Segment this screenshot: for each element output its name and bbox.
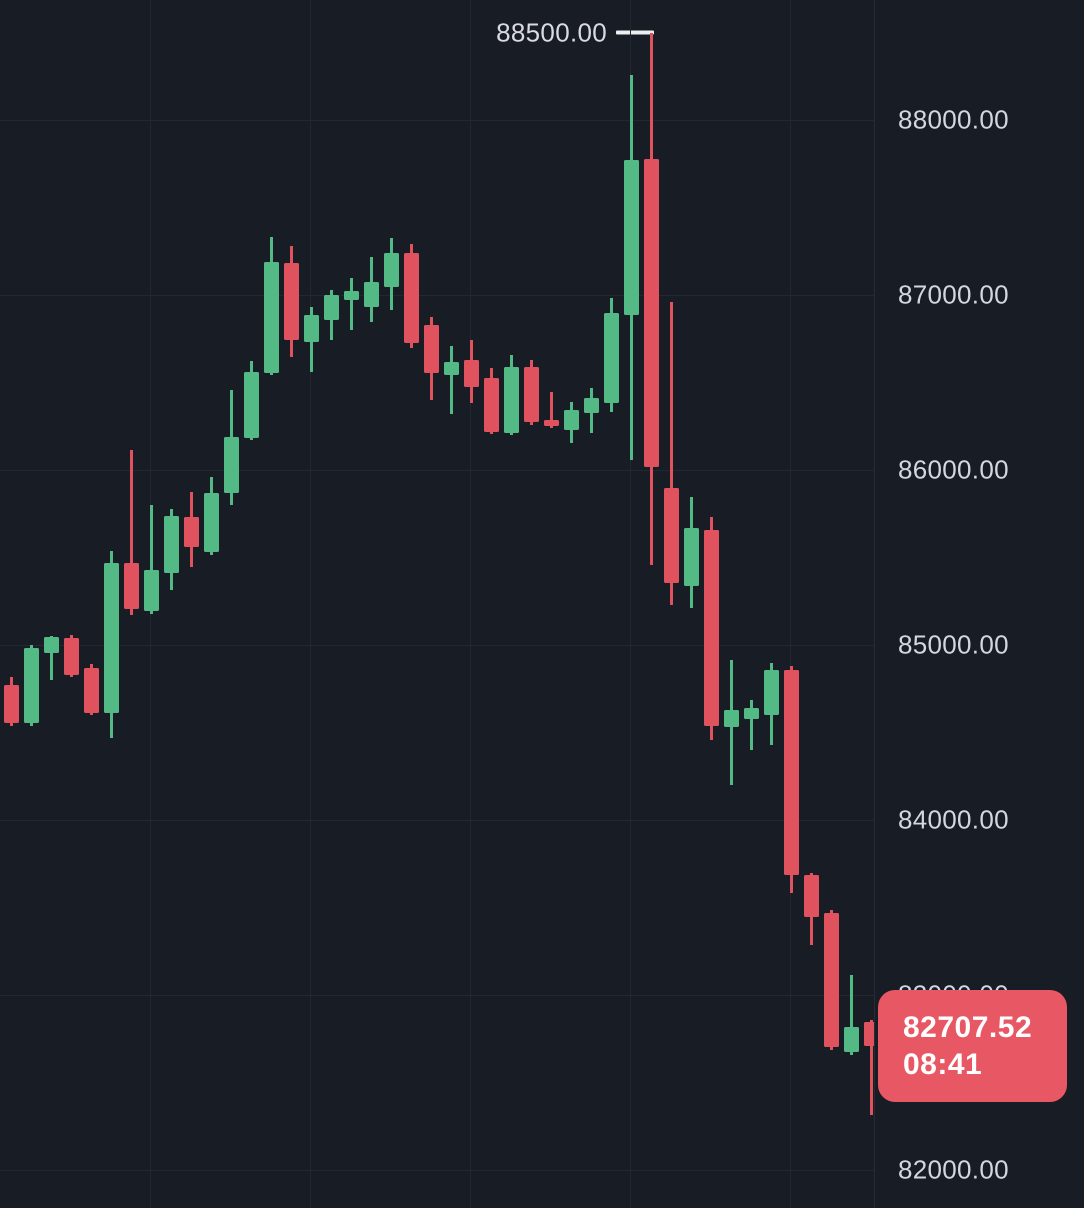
y-axis-label: 82000.00 [898, 1154, 1009, 1185]
candle-body [183, 517, 199, 547]
candle-body [583, 398, 599, 414]
countdown-timer: 08:41 [903, 1047, 983, 1081]
candle-body [703, 530, 719, 726]
y-axis-label: 86000.00 [898, 454, 1009, 485]
candle-body [783, 669, 799, 876]
candle-body [423, 324, 439, 373]
last-price-value: 82707.52 [903, 1010, 1033, 1044]
candle-body [623, 160, 639, 316]
gridline-horizontal [0, 820, 874, 821]
candle-wick [869, 1020, 873, 1115]
candle-body [643, 159, 659, 468]
gridline-horizontal [0, 120, 874, 121]
y-axis-label: 88000.00 [898, 104, 1009, 135]
candle-body [823, 912, 839, 1047]
candle-wick [49, 636, 53, 680]
candle-body [263, 261, 279, 373]
candle-body [283, 262, 299, 340]
candle-body [403, 253, 419, 344]
candle-body [83, 667, 99, 714]
candle-body [483, 378, 499, 433]
candle-body [463, 359, 479, 387]
candle-wick [669, 302, 673, 605]
y-axis-label: 84000.00 [898, 804, 1009, 835]
candle-body [383, 253, 399, 288]
chart-pane[interactable]: 88500.00 [0, 0, 874, 1208]
candle-body [303, 315, 319, 343]
gridline-vertical [310, 0, 311, 1208]
gridline-vertical [630, 0, 631, 1208]
candle-body [23, 647, 39, 723]
candle-body [323, 295, 339, 321]
candle-body [343, 290, 359, 301]
candle-body [503, 366, 519, 434]
gridline-vertical [790, 0, 791, 1208]
candle-wick [849, 974, 853, 1056]
candle-body [603, 313, 619, 403]
last-price-badge: 82707.52 08:41 [878, 990, 1067, 1103]
candle-body [63, 638, 79, 675]
candle-wick [749, 700, 753, 750]
candle-body [723, 709, 739, 728]
high-price-dash-icon [616, 30, 654, 35]
candle-body [143, 569, 159, 611]
gridline-horizontal [0, 995, 874, 996]
candle-body [3, 685, 19, 723]
candle-body [743, 708, 759, 719]
y-axis-label: 85000.00 [898, 629, 1009, 660]
candle-wick [349, 278, 353, 330]
candle-wick [149, 505, 153, 614]
candle-body [43, 637, 59, 653]
gridline-horizontal [0, 470, 874, 471]
y-axis-label: 87000.00 [898, 279, 1009, 310]
gridline-vertical [470, 0, 471, 1208]
gridline-horizontal [0, 645, 874, 646]
candle-wick [449, 345, 453, 414]
candle-body [363, 281, 379, 308]
candle-body [763, 670, 779, 715]
candle-body [523, 366, 539, 422]
candle-wick [549, 392, 553, 428]
candle-body [103, 562, 119, 714]
candle-body [803, 875, 819, 918]
high-price-label: 88500.00 [496, 17, 607, 47]
high-price-marker: 88500.00 [496, 17, 654, 48]
candle-body [563, 409, 579, 430]
price-axis[interactable]: 88000.00 87000.00 86000.00 85000.00 84000.00… [874, 0, 1084, 1208]
candle-body [243, 372, 259, 438]
candle-body [663, 488, 679, 583]
candle-body [843, 1027, 859, 1052]
candle-body [223, 436, 239, 493]
candle-body [443, 362, 459, 375]
candle-body [203, 492, 219, 553]
candle-wick [129, 449, 133, 616]
candle-body [863, 1022, 874, 1047]
candle-body [163, 516, 179, 574]
candle-body [543, 420, 559, 427]
gridline-horizontal [0, 295, 874, 296]
candle-body [123, 562, 139, 610]
gridline-horizontal [0, 1170, 874, 1171]
candle-body [683, 527, 699, 586]
